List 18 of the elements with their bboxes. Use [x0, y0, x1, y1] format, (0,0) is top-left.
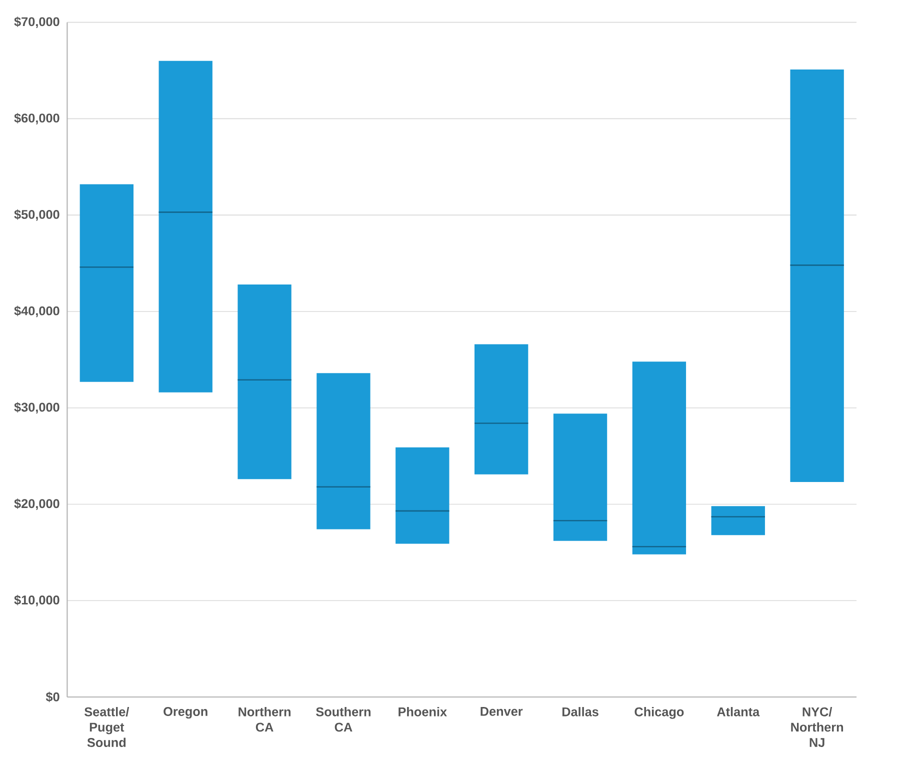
- x-tick-label: Chicago: [634, 707, 684, 719]
- y-tick-label: $70,000: [14, 16, 60, 28]
- x-tick-label: Seattle/ Puget Sound: [84, 707, 130, 747]
- y-tick-label: $0: [46, 692, 60, 702]
- x-tick-label: Northern CA: [238, 707, 290, 732]
- y-tick-label: $30,000: [14, 402, 60, 414]
- x-tick-label: Atlanta: [716, 707, 760, 716]
- x-tick-label: Oregon: [164, 707, 208, 719]
- y-tick-label: $10,000: [14, 594, 60, 606]
- y-tick-label: $50,000: [14, 209, 60, 221]
- x-tick-label: Denver: [480, 707, 523, 716]
- x-tick-label: Dallas: [562, 707, 598, 716]
- x-tick-label: NYC/ Northern NJ: [791, 707, 844, 747]
- y-tick-label: $60,000: [14, 113, 60, 124]
- y-tick-label: $40,000: [14, 306, 60, 318]
- y-tick-label: $20,000: [14, 498, 60, 510]
- x-tick-label: Phoenix: [398, 707, 447, 716]
- x-tick-label: Southern CA: [316, 707, 370, 732]
